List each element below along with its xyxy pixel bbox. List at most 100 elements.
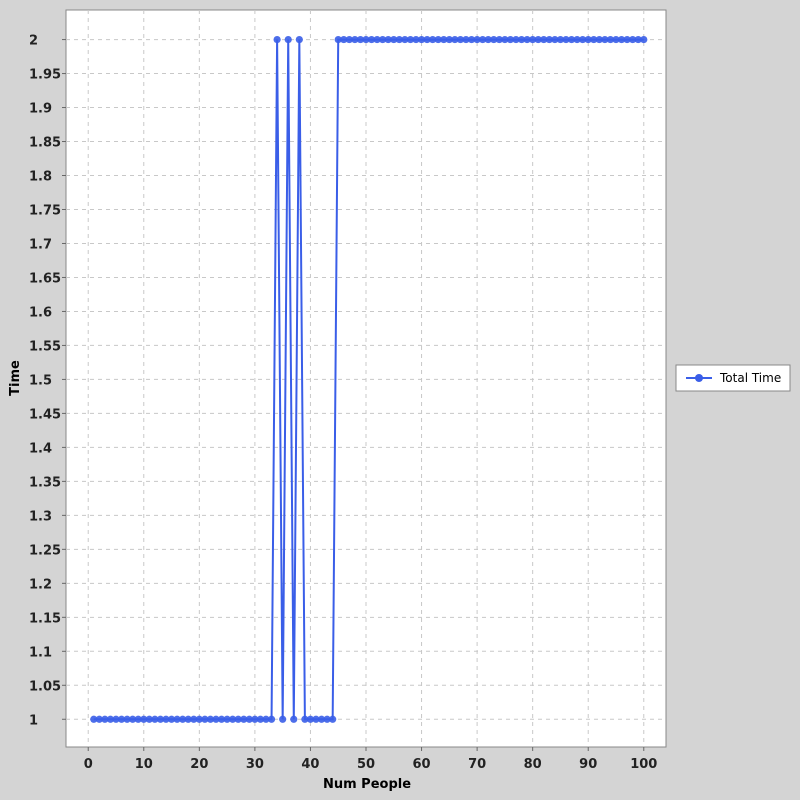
y-tick-label: 1.75: [29, 203, 61, 218]
data-point: [345, 35, 353, 44]
data-point: [106, 715, 115, 723]
data-point: [251, 715, 259, 723]
data-point: [462, 35, 470, 44]
data-point: [506, 35, 515, 44]
data-point: [195, 715, 203, 723]
y-tick-label: 1.7: [29, 237, 52, 252]
y-tick-label: 1: [29, 713, 38, 728]
data-point: [417, 35, 426, 44]
data-point: [329, 715, 337, 723]
data-point: [456, 35, 465, 44]
data-point: [479, 35, 487, 44]
data-point: [356, 35, 365, 44]
data-point: [512, 35, 520, 44]
data-point: [545, 35, 553, 44]
data-point: [390, 35, 398, 44]
x-tick-label: 50: [357, 757, 375, 772]
data-point: [190, 715, 198, 723]
data-point: [156, 715, 165, 723]
data-point: [401, 35, 409, 44]
y-tick-label: 1.35: [29, 475, 61, 490]
data-point: [206, 715, 215, 723]
data-point: [151, 715, 159, 723]
x-tick-label: 100: [630, 757, 657, 772]
data-point: [217, 715, 226, 723]
data-point: [584, 35, 592, 44]
legend-marker: [695, 374, 703, 382]
data-point: [179, 715, 187, 723]
data-point: [445, 35, 453, 44]
y-tick-label: 1.55: [29, 339, 61, 354]
data-point: [495, 35, 503, 44]
data-point: [284, 35, 292, 44]
x-tick-label: 0: [84, 757, 93, 772]
y-tick-label: 1.5: [29, 373, 52, 388]
data-point: [312, 715, 320, 723]
data-point: [601, 35, 609, 44]
data-point: [184, 715, 192, 723]
data-point: [240, 715, 248, 723]
y-tick-label: 1.9: [29, 102, 52, 117]
y-tick-label: 1.4: [29, 441, 52, 456]
x-tick-label: 90: [579, 757, 597, 772]
data-point: [140, 715, 148, 723]
data-point: [373, 35, 381, 44]
data-point: [273, 35, 281, 44]
data-point: [262, 715, 270, 723]
y-tick-label: 1.65: [29, 271, 61, 286]
data-point: [490, 35, 498, 44]
data-point: [440, 35, 448, 44]
data-point: [629, 35, 637, 44]
x-tick-label: 70: [468, 757, 486, 772]
data-point: [362, 35, 370, 44]
data-point: [201, 715, 209, 723]
y-tick-label: 1.25: [29, 543, 61, 558]
data-point: [529, 35, 537, 44]
legend: Total Time: [675, 364, 791, 392]
y-axis-title: Time: [8, 360, 23, 396]
data-point: [573, 35, 581, 44]
y-tick-label: 1.95: [29, 68, 61, 83]
data-point: [306, 715, 315, 723]
data-point: [640, 35, 648, 44]
y-tick-label: 1.15: [29, 611, 61, 626]
series-layer: [90, 35, 648, 723]
data-point: [467, 35, 476, 44]
data-point: [212, 715, 220, 723]
data-point: [567, 35, 576, 44]
data-point: [256, 715, 265, 723]
x-tick-label: 40: [301, 757, 319, 772]
data-point: [451, 35, 459, 44]
data-point: [429, 35, 437, 44]
x-tick-label: 60: [413, 757, 431, 772]
data-point: [295, 35, 303, 44]
data-point: [562, 35, 570, 44]
data-point: [173, 715, 181, 723]
data-point: [112, 715, 120, 723]
data-point: [517, 35, 526, 44]
data-point: [334, 35, 342, 44]
x-tick-label: 10: [135, 757, 153, 772]
data-point: [412, 35, 420, 44]
data-point: [612, 35, 620, 44]
data-point: [623, 35, 631, 44]
y-tick-label: 1.3: [29, 509, 52, 524]
data-point: [617, 35, 626, 44]
y-tick-label: 1.45: [29, 407, 61, 422]
data-point: [323, 715, 331, 723]
x-tick-label: 20: [190, 757, 208, 772]
data-point: [123, 715, 131, 723]
grid-layer: [66, 10, 666, 747]
data-point: [367, 35, 376, 44]
data-point: [556, 35, 565, 44]
data-point: [301, 715, 309, 723]
axis-layer: 1 1.05 1.1 1.15 1.2 1.25 1.3 1.35 1.4 1.45 1.5 1.55…: [29, 34, 657, 772]
data-point: [606, 35, 615, 44]
data-point: [395, 35, 403, 44]
data-point: [145, 715, 153, 723]
data-point: [551, 35, 559, 44]
data-point: [279, 715, 287, 723]
data-point: [223, 715, 231, 723]
data-point: [90, 715, 98, 723]
